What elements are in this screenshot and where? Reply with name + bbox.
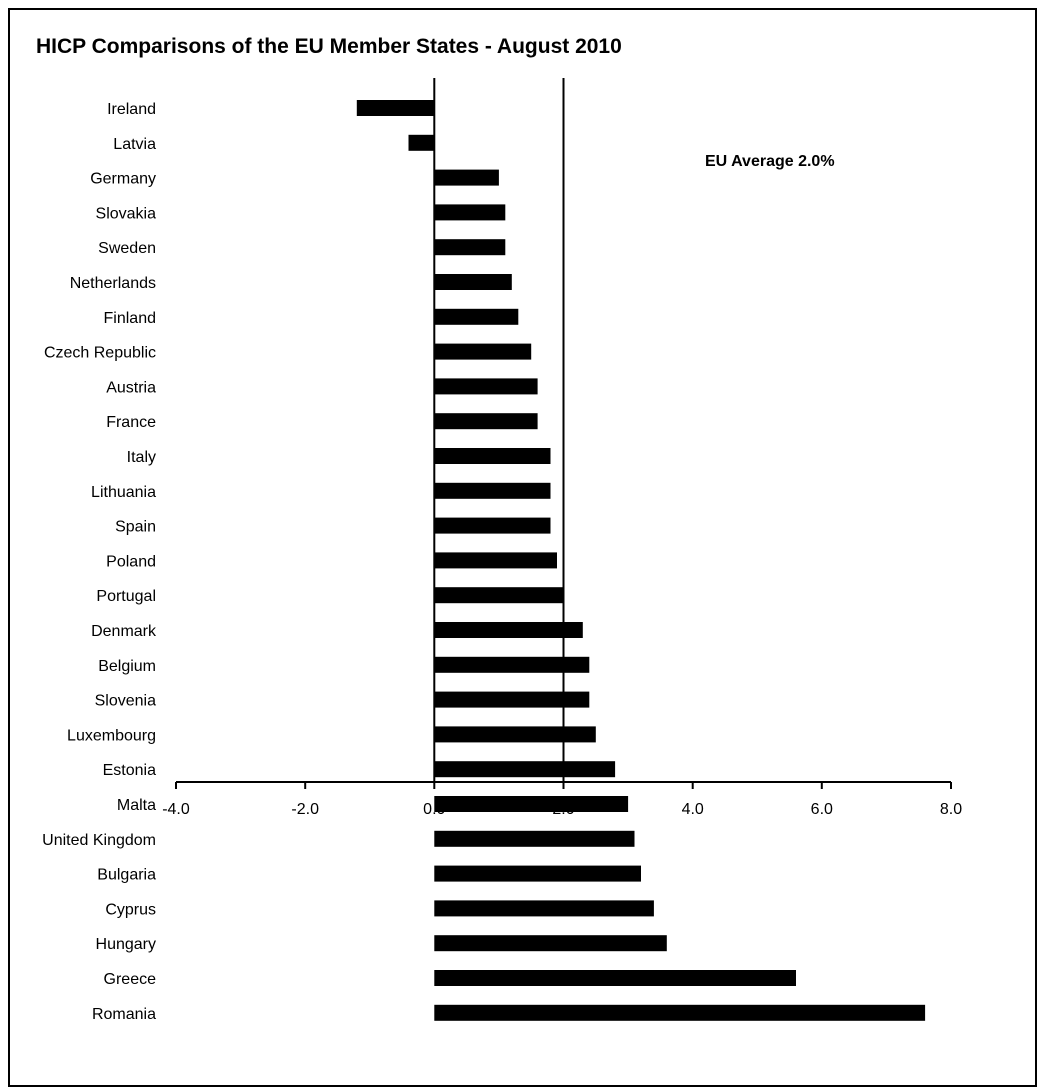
category-label: Lithuania xyxy=(91,484,156,501)
bar-poland xyxy=(434,552,557,569)
category-label: Ireland xyxy=(107,101,156,118)
bar-greece xyxy=(434,970,796,986)
category-label: Denmark xyxy=(91,623,157,640)
x-tick-label: 8.0 xyxy=(940,801,962,818)
category-label: Slovakia xyxy=(96,205,157,222)
category-label: Sweden xyxy=(98,240,156,257)
x-tick-label: 4.0 xyxy=(682,801,704,818)
category-label: Czech Republic xyxy=(44,345,156,362)
bar-latvia xyxy=(408,134,435,151)
category-label: Hungary xyxy=(96,936,156,953)
category-label: Finland xyxy=(104,310,156,327)
bar-united-kingdom xyxy=(434,830,635,847)
bar-austria xyxy=(434,378,538,395)
bars-layer xyxy=(356,100,926,1021)
bar-sweden xyxy=(434,239,506,256)
category-label: Romania xyxy=(92,1006,156,1023)
bar-estonia xyxy=(434,761,616,778)
bar-hungary xyxy=(434,935,667,952)
category-label: Cyprus xyxy=(105,901,156,918)
category-label: Germany xyxy=(90,171,156,188)
bar-netherlands xyxy=(434,274,512,290)
chart-title: HICP Comparisons of the EU Member States… xyxy=(36,35,622,58)
bar-czech-republic xyxy=(434,343,532,360)
bar-slovenia xyxy=(434,691,590,708)
bar-belgium xyxy=(434,656,590,673)
x-tick-label: 0.0 xyxy=(423,801,445,818)
category-label: Belgium xyxy=(98,658,156,675)
eu-average-annotation: EU Average 2.0% xyxy=(705,153,835,170)
category-label: Greece xyxy=(104,971,157,988)
category-label: Luxembourg xyxy=(67,727,156,744)
category-label: France xyxy=(106,414,156,431)
category-label: Bulgaria xyxy=(97,867,156,884)
category-label: United Kingdom xyxy=(42,832,156,849)
bar-romania xyxy=(434,1004,926,1021)
bar-spain xyxy=(434,517,551,534)
category-label: Spain xyxy=(115,519,156,536)
category-label: Estonia xyxy=(103,762,156,779)
category-label: Austria xyxy=(106,379,156,396)
x-axis: -4.0 -2.0 0.0 2.0 4.0 6.0 8.0 xyxy=(162,78,962,818)
category-label: Netherlands xyxy=(70,275,156,292)
bar-denmark xyxy=(434,622,583,638)
category-label: Latvia xyxy=(113,136,156,153)
bar-luxembourg xyxy=(434,726,596,743)
bar-germany xyxy=(434,169,499,186)
category-label: Malta xyxy=(117,797,156,814)
category-label: Italy xyxy=(127,449,156,466)
bar-lithuania xyxy=(434,482,551,499)
bar-portugal xyxy=(434,587,564,604)
bar-malta xyxy=(434,796,629,812)
bar-ireland xyxy=(356,100,435,116)
bar-slovakia xyxy=(434,204,506,221)
bar-france xyxy=(434,413,538,430)
bar-italy xyxy=(434,448,551,464)
category-labels: Ireland Latvia Germany Slovakia Sweden Nether… xyxy=(42,101,157,1023)
category-label: Slovenia xyxy=(95,693,156,710)
x-tick-label: 2.0 xyxy=(552,801,574,818)
x-tick-label: -2.0 xyxy=(291,801,319,818)
bar-bulgaria xyxy=(434,865,641,882)
category-label: Portugal xyxy=(96,588,156,605)
x-tick-label: -4.0 xyxy=(162,801,190,818)
x-tick-label: 6.0 xyxy=(811,801,833,818)
bar-cyprus xyxy=(434,900,654,917)
category-label: Poland xyxy=(106,553,156,570)
bar-finland xyxy=(434,308,519,325)
